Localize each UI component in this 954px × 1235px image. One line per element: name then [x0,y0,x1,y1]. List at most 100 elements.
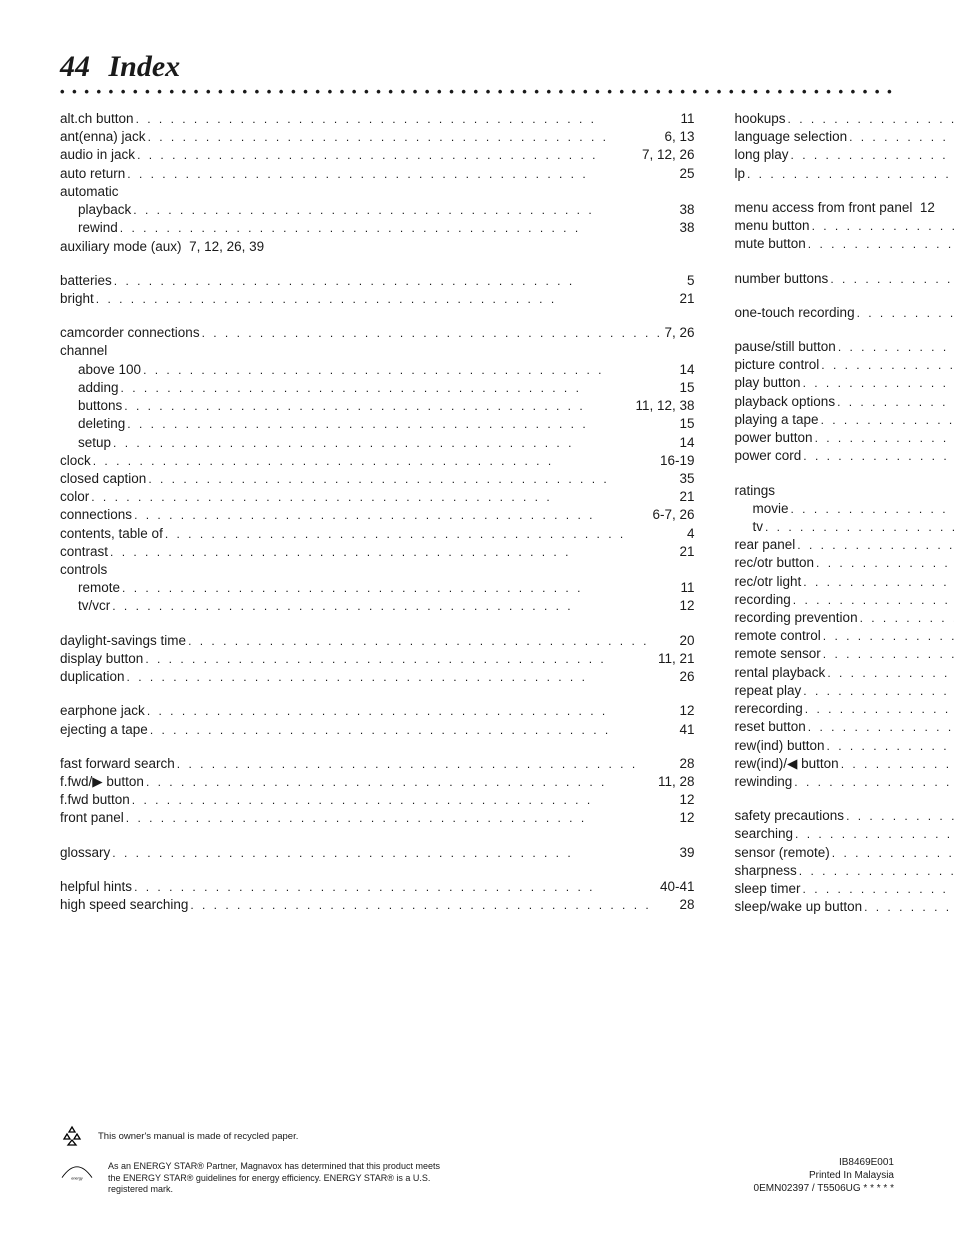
index-entry: rear panel13 [735,536,954,554]
index-entry: f.fwd button12 [60,791,695,809]
index-term: sleep/wake up button [735,898,863,916]
index-term: ejecting a tape [60,721,148,739]
leader-dots [131,202,679,218]
leader-dots [801,375,954,391]
index-entry: remote11 [60,579,695,597]
index-term: bright [60,290,94,308]
index-term: fast forward search [60,755,175,773]
leader-dots [200,325,665,341]
index-term: menu button [735,217,810,235]
index-entry: front panel 12 [60,809,695,827]
index-page: 12 [679,809,694,827]
index-term: closed caption [60,470,146,488]
page-header: 44 Index [60,50,894,84]
index-entry: bright 21 [60,290,695,308]
index-term: channel [60,342,107,360]
index-term: duplication [60,668,125,686]
footer-serial: 0EMN02397 / T5506UG * * * * * [754,1182,894,1195]
index-entry: language selection8 [735,128,954,146]
leader-dots [111,435,679,451]
leader-dots [797,863,954,879]
index-entry: rewinding28 [735,773,954,791]
leader-dots [163,526,687,542]
index-gap [60,256,695,272]
recycle-icon [60,1125,84,1149]
index-page: 39 [679,844,694,862]
index-term: f.fwd button [60,791,130,809]
index-term: one-touch recording [735,304,855,322]
index-term: auxiliary mode (aux) [60,238,182,256]
index-entry: tv32-33 [735,518,954,536]
index-entry: recording prevention5 [735,609,954,627]
index-entry: sharpness21 [735,862,954,880]
index-entry: buttons11, 12, 38 [60,397,695,415]
index-entry: remote sensor12 [735,645,954,663]
leader-dots [175,756,680,772]
index-entry: high speed searching28 [60,896,695,914]
index-term: remote control [735,627,821,645]
index-term: lp [735,165,746,183]
index-entry: auto return25 [60,165,695,183]
index-column: alt.ch button11ant(enna) jack6, 13audio … [60,110,695,917]
leader-dots [745,166,954,182]
index-entry: rew(ind)/◀ button11, 28 [735,755,954,773]
index-page: 28 [679,755,694,773]
index-term: audio in jack [60,146,135,164]
index-entry: movie34 [735,500,954,518]
index-term: rental playback [735,664,826,682]
leader-dots [858,610,954,626]
footer-printed: Printed In Malaysia [754,1169,894,1182]
index-entry: alt.ch button11 [60,110,695,128]
index-entry: safety precautions3 [735,807,954,825]
leader-dots [135,147,642,163]
index-term: ant(enna) jack [60,128,146,146]
index-term: playing a tape [735,411,819,429]
index-entry: ant(enna) jack6, 13 [60,128,695,146]
index-entry: sensor (remote)12 [735,844,954,862]
index-term: contents, table of [60,525,163,543]
index-term: playback options [735,393,836,411]
index-page: 15 [679,379,694,397]
index-page: 15 [679,415,694,433]
index-term: above 100 [78,361,141,379]
index-entry: recording10 [735,591,954,609]
index-page: 11, 28 [658,773,695,791]
leader-dots [806,719,954,735]
index-gap [735,466,954,482]
leader-dots [188,897,679,913]
leader-dots [825,738,954,754]
index-heading: controls [60,561,695,579]
index-term: tv/vcr [78,597,110,615]
leader-dots [144,774,658,790]
index-term: rec/otr light [735,573,802,591]
index-term: rear panel [735,536,796,554]
leader-dots [110,845,679,861]
leader-dots [839,756,954,772]
index-entry: remote control11 [735,627,954,645]
index-entry: rec/otr button12, 27 [735,554,954,572]
index-term: front panel [60,809,124,827]
index-page: 38 [679,219,694,237]
index-term: menu access from front panel [735,199,913,217]
index-entry: glossary39 [60,844,695,862]
index-page: 21 [679,290,694,308]
index-term: color [60,488,89,506]
footer-code: IB8469E001 [754,1156,894,1169]
index-term: adding [78,379,119,397]
leader-dots [132,507,652,523]
index-page: 12 [920,199,935,217]
index-term: connections [60,506,132,524]
index-column: hookups6-7, 26language selection8long pl… [735,110,954,917]
index-term: recording prevention [735,609,858,627]
leader-dots [146,471,679,487]
leader-dots [145,703,680,719]
leader-dots [91,453,660,469]
index-entry: hookups6-7, 26 [735,110,954,128]
index-heading: channel [60,342,695,360]
leader-dots [806,236,954,252]
index-gap [735,791,954,807]
index-entry: audio in jack7, 12, 26 [60,146,695,164]
leader-dots [112,273,687,289]
recycled-note: This owner's manual is made of recycled … [98,1131,298,1143]
leader-dots [146,129,665,145]
